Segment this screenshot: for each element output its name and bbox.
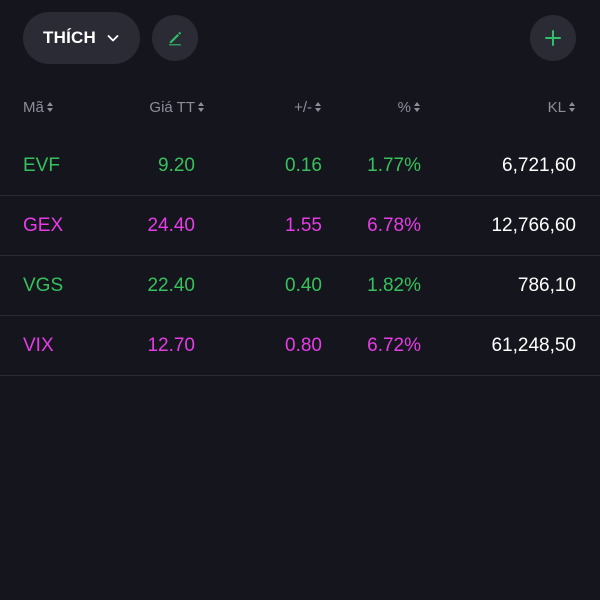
price-cell: 24.40 <box>147 214 195 236</box>
percent-cell: 1.77% <box>367 154 421 176</box>
volume-cell: 6,721,60 <box>502 154 576 176</box>
symbol-cell: VIX <box>23 334 54 356</box>
change-cell: 0.80 <box>285 334 322 356</box>
edit-watchlist-button[interactable] <box>152 15 198 61</box>
sort-icon <box>413 101 421 113</box>
table-header: Mã Giá TT +/- % KL <box>0 94 600 120</box>
sort-icon <box>314 101 322 113</box>
column-label: KL <box>547 98 566 116</box>
sort-icon <box>46 101 54 113</box>
change-cell: 1.55 <box>285 214 322 236</box>
table-row[interactable]: GEX 24.40 1.55 6.78% 12,766,60 <box>0 196 600 256</box>
column-header-price[interactable]: Giá TT <box>149 94 205 120</box>
column-header-change[interactable]: +/- <box>294 94 322 120</box>
percent-cell: 1.82% <box>367 274 421 296</box>
pencil-icon <box>166 29 184 47</box>
price-cell: 9.20 <box>158 154 195 176</box>
watchlist-table: EVF 9.20 0.16 1.77% 6,721,60 GEX 24.40 1… <box>0 136 600 376</box>
table-row[interactable]: EVF 9.20 0.16 1.77% 6,721,60 <box>0 136 600 196</box>
change-cell: 0.16 <box>285 154 322 176</box>
column-label: +/- <box>294 98 312 116</box>
volume-cell: 12,766,60 <box>491 214 576 236</box>
column-header-percent[interactable]: % <box>398 94 421 120</box>
percent-cell: 6.78% <box>367 214 421 236</box>
symbol-cell: EVF <box>23 154 60 176</box>
column-label: Mã <box>23 98 44 116</box>
chevron-down-icon <box>106 31 120 45</box>
table-row[interactable]: VGS 22.40 0.40 1.82% 786,10 <box>0 256 600 316</box>
watchlist-selector[interactable]: THÍCH <box>23 12 140 64</box>
add-symbol-button[interactable] <box>530 15 576 61</box>
price-cell: 12.70 <box>147 334 195 356</box>
volume-cell: 61,248,50 <box>491 334 576 356</box>
column-label: Giá TT <box>149 98 195 116</box>
symbol-cell: VGS <box>23 274 64 296</box>
sort-icon <box>568 101 576 113</box>
change-cell: 0.40 <box>285 274 322 296</box>
column-header-symbol[interactable]: Mã <box>23 94 54 120</box>
plus-icon <box>543 28 563 48</box>
column-header-volume[interactable]: KL <box>548 94 576 120</box>
column-label: % <box>397 98 411 116</box>
price-cell: 22.40 <box>147 274 195 296</box>
sort-icon <box>197 101 205 113</box>
symbol-cell: GEX <box>23 214 64 236</box>
table-row[interactable]: VIX 12.70 0.80 6.72% 61,248,50 <box>0 316 600 376</box>
volume-cell: 786,10 <box>517 274 576 296</box>
top-toolbar: THÍCH <box>0 0 600 76</box>
percent-cell: 6.72% <box>367 334 421 356</box>
watchlist-name: THÍCH <box>43 28 96 47</box>
